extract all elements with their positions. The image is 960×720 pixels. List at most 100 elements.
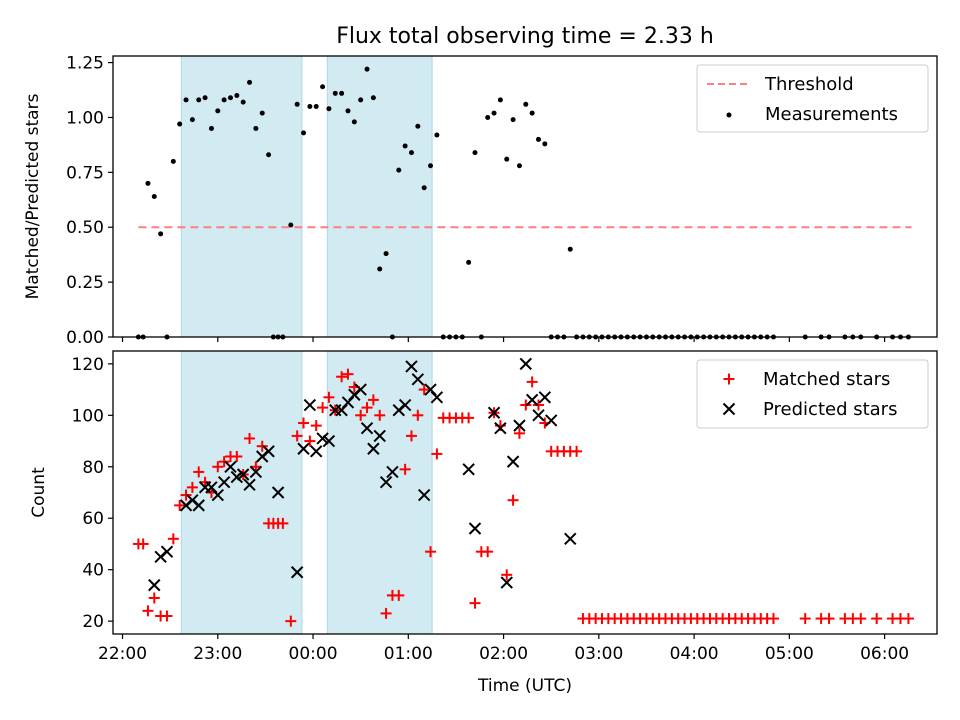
predicted-point	[506, 455, 520, 468]
legend-x-marker	[722, 402, 736, 416]
measurement-point	[259, 110, 265, 116]
predicted-point	[468, 522, 482, 535]
matched-point	[399, 463, 411, 475]
legend-predicted-label: Predicted stars	[763, 399, 897, 420]
x-tick-label: 23:00	[193, 644, 242, 664]
measurement-point	[326, 106, 332, 112]
matched-point	[902, 613, 914, 625]
shaded-interval-1	[326, 350, 433, 635]
predicted-point	[532, 409, 545, 422]
matched-point	[405, 430, 417, 442]
matched-point	[244, 432, 256, 444]
matched-point	[342, 368, 354, 380]
predicted-point	[354, 383, 367, 396]
measurement-point	[266, 152, 272, 158]
measurement-point	[383, 251, 389, 257]
predicted-point	[360, 421, 374, 435]
predicted-point	[271, 486, 285, 499]
matched-point	[323, 391, 335, 403]
top-legend: Threshold Measurements	[696, 64, 929, 133]
matched-point	[571, 445, 583, 457]
measurement-point	[307, 103, 313, 109]
measurement-point	[240, 99, 246, 105]
matched-point	[199, 476, 211, 488]
measurement-point	[339, 90, 345, 96]
measurement-point	[396, 167, 402, 173]
y-tick-label: 20	[82, 612, 104, 632]
matched-point	[767, 613, 779, 625]
measurement-point	[370, 95, 376, 101]
measurement-point	[542, 141, 548, 147]
bottom-shaded-intervals	[180, 350, 433, 635]
measurement-point	[253, 125, 259, 131]
chart-title: Flux total observing time = 2.33 h	[336, 24, 714, 49]
matched-point	[250, 461, 262, 473]
y-tick-label: 80	[82, 458, 104, 478]
measurement-point	[301, 130, 307, 136]
matched-point	[310, 420, 322, 432]
measurement-point	[408, 150, 414, 156]
matched-point	[482, 546, 494, 558]
predicted-point	[217, 476, 231, 489]
matched-point	[285, 615, 297, 627]
matched-point	[212, 461, 224, 473]
predicted-point	[398, 398, 412, 412]
matched-point	[367, 394, 379, 406]
predicted-point	[160, 545, 174, 558]
measurement-point	[215, 108, 221, 114]
measurement-point	[345, 108, 351, 114]
predicted-point	[500, 576, 513, 589]
measurement-point	[151, 194, 157, 199]
measurement-point	[421, 185, 427, 191]
matched-point	[412, 409, 424, 421]
predicted-stars-series	[148, 357, 577, 592]
top-shaded-intervals	[180, 55, 433, 338]
predicted-point	[230, 470, 244, 484]
top-axes-frame	[112, 55, 938, 338]
y-tick-label: 0.00	[66, 328, 104, 348]
matched-point	[355, 409, 367, 421]
matched-point	[532, 399, 544, 411]
predicted-point	[367, 442, 380, 455]
measurement-point	[351, 119, 357, 125]
predicted-point	[494, 421, 507, 435]
predicted-point	[297, 442, 310, 455]
measurement-point	[332, 90, 338, 96]
matched-point	[218, 456, 230, 468]
predicted-point	[303, 398, 317, 412]
predicted-point	[243, 478, 256, 491]
predicted-point	[262, 445, 275, 458]
measurement-point	[567, 246, 573, 252]
y-tick-label: 100	[72, 406, 104, 426]
predicted-point	[411, 373, 425, 386]
measurement-point	[402, 143, 408, 149]
matched-point	[380, 607, 392, 619]
measurement-point	[221, 97, 227, 103]
measurement-point	[202, 95, 208, 101]
predicted-point	[249, 465, 263, 479]
measurement-point	[472, 150, 478, 156]
measurement-point	[320, 84, 326, 90]
matched-point	[298, 417, 310, 429]
x-tick-label: 01:00	[384, 644, 433, 664]
matched-point	[799, 613, 811, 625]
matched-point	[256, 440, 268, 452]
y-tick-label: 0.25	[66, 273, 104, 293]
predicted-point	[373, 429, 386, 443]
x-tick-label: 22:00	[98, 644, 147, 664]
y-tick-label: 40	[82, 561, 104, 581]
measurement-point	[535, 136, 541, 142]
top-y-ticks: 0.00 0.25 0.50 0.75 1.00 1.25	[66, 54, 113, 348]
measurement-point	[428, 163, 434, 169]
matched-point	[393, 589, 405, 601]
x-tick-label: 03:00	[574, 644, 623, 664]
predicted-point	[513, 419, 526, 432]
matched-point	[501, 569, 513, 581]
predicted-point	[236, 468, 250, 481]
matched-point	[431, 448, 443, 460]
legend-matched-swatch	[723, 373, 735, 385]
measurement-point	[288, 222, 294, 228]
matched-point	[180, 489, 192, 501]
matched-point	[167, 533, 179, 545]
measurement-point	[523, 101, 529, 107]
